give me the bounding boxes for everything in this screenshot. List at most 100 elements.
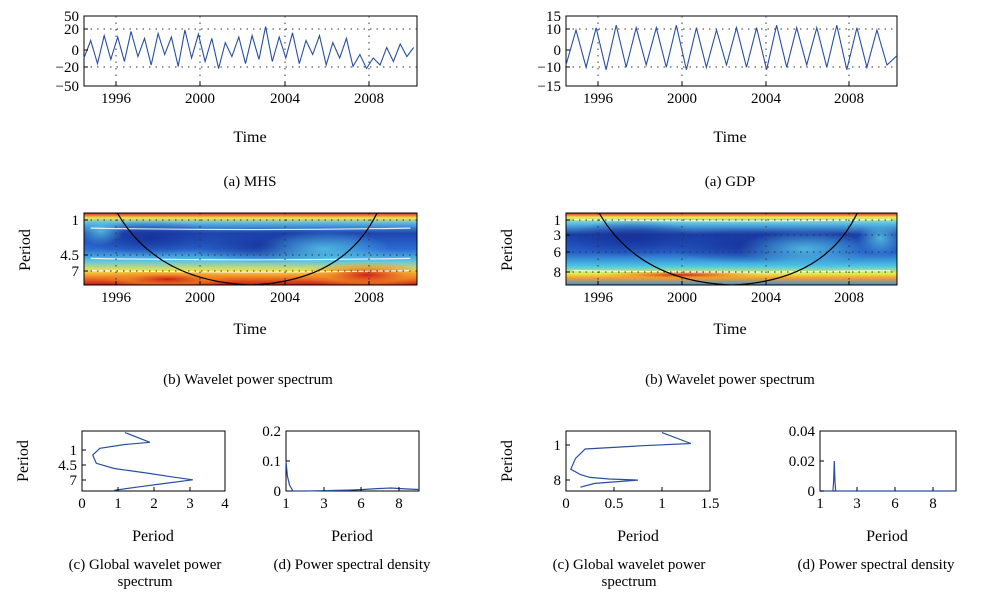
y-axis-label: Period — [499, 229, 516, 271]
heatmap-blob — [100, 270, 234, 285]
x-tick-label: 1996 — [583, 91, 614, 107]
x-axis-label: Period — [617, 528, 659, 545]
y-tick-label: 8 — [554, 265, 562, 281]
x-axis-label: Time — [233, 129, 266, 146]
x-tick-label: 2000 — [185, 290, 215, 306]
significance-contour — [572, 270, 891, 273]
y-tick-label: 0.02 — [789, 454, 815, 470]
x-tick-label: 2008 — [834, 91, 864, 107]
y-tick-label: 0.04 — [789, 424, 816, 440]
x-axis-label: Period — [331, 528, 373, 545]
y-tick-label: 50 — [64, 9, 79, 25]
x-axis-label: Time — [713, 321, 746, 338]
x-tick-label: 1 — [282, 496, 290, 512]
significance-contour — [90, 270, 411, 273]
plot-frame — [83, 212, 418, 286]
y-tick-label: 20 — [64, 22, 79, 38]
x-tick-label: 2000 — [185, 91, 215, 107]
plot-frame — [81, 430, 226, 492]
y-tick-label: 0 — [274, 484, 282, 500]
x-tick-label: 3 — [853, 496, 861, 512]
y-tick-label: 1 — [554, 213, 562, 229]
gdp_wps-panel: 136 8 1996 2000 2004 2008 Time Period (b) Wavele… — [499, 212, 898, 388]
y-tick-label: 0 — [808, 484, 816, 500]
series-line — [285, 460, 420, 492]
heatmap — [84, 213, 417, 285]
x-axis-label: Period — [132, 528, 174, 545]
panel-caption: (b) Wavelet power spectrum — [645, 372, 815, 388]
x-tick-label: 2000 — [667, 91, 697, 107]
heatmap-blob — [84, 216, 124, 246]
x-tick-label: 0.5 — [605, 496, 624, 512]
x-tick-label: 1 — [816, 496, 824, 512]
y-tick-label: 7 — [72, 264, 80, 280]
panel-caption: (b) Wavelet power spectrum — [163, 372, 333, 388]
x-tick-label: 2 — [150, 496, 158, 512]
x-tick-label: 8 — [395, 496, 403, 512]
mhs_psd-panel: 0.2 0.1 01 3 6 8 Period (d) Power spectral dens… — [262, 424, 431, 573]
y-tick-label: −20 — [56, 60, 79, 76]
plot-frame — [565, 212, 898, 286]
series-line — [83, 26, 415, 70]
mhs_wps-panel: 1 4.57 1996 2000 2004 2008 Time Period (b) Wavel… — [17, 212, 418, 388]
y-tick-label: 15 — [546, 9, 561, 25]
y-tick-label: −15 — [538, 79, 561, 95]
x-tick-label: 2004 — [270, 91, 301, 107]
x-tick-label: 2008 — [354, 290, 384, 306]
y-axis-label: Period — [15, 440, 32, 482]
x-tick-label: 2004 — [751, 91, 782, 107]
y-tick-label: −10 — [538, 60, 561, 76]
x-tick-label: 2004 — [751, 290, 782, 306]
series-line — [570, 432, 692, 488]
y-tick-label: 7 — [70, 473, 78, 489]
x-axis-label: Time — [713, 129, 746, 146]
panel-caption: (a) GDP — [705, 174, 755, 190]
x-tick-label: 1996 — [583, 290, 614, 306]
y-tick-label: 4.5 — [58, 458, 77, 474]
y-tick-label: 0 — [72, 43, 80, 59]
y-tick-label: −50 — [56, 79, 79, 95]
x-tick-label: 2004 — [270, 290, 301, 306]
y-tick-label: 0.1 — [262, 454, 281, 470]
plot-frame — [83, 15, 418, 87]
panel-caption: (d) Power spectral density — [797, 557, 955, 573]
x-tick-label: 0 — [562, 496, 570, 512]
panel-caption: (c) Global wavelet power — [553, 557, 706, 573]
x-tick-label: 0 — [78, 496, 86, 512]
y-tick-label: 0 — [554, 43, 562, 59]
series-line — [565, 25, 898, 70]
y-tick-label: 4.5 — [60, 248, 79, 264]
cone-of-influence — [598, 213, 858, 285]
y-tick-label: 1 — [70, 443, 78, 459]
y-tick-label: 6 — [554, 245, 562, 261]
x-tick-label: 1996 — [101, 290, 132, 306]
x-tick-label: 1.5 — [701, 496, 720, 512]
x-tick-label: 4 — [221, 496, 229, 512]
y-tick-label: 0.2 — [262, 424, 281, 440]
x-tick-label: 2008 — [834, 290, 864, 306]
panel-caption: (d) Power spectral density — [273, 557, 431, 573]
gdp_gwps-panel: 1 80 0.5 1 1.5 Period Period (c) Global wavelet… — [499, 430, 720, 590]
series-line — [820, 460, 956, 492]
x-tick-label: 6 — [891, 496, 899, 512]
gdp_psd-panel: 0.04 0.02 01 3 6 8 Period (d) Power spectral de… — [789, 424, 957, 573]
plot-frame — [565, 15, 898, 87]
series-line — [91, 431, 193, 491]
x-axis-label: Time — [233, 321, 266, 338]
heatmap — [566, 213, 897, 285]
plot-frame — [819, 430, 957, 492]
plot-frame — [285, 430, 420, 492]
significance-contour — [90, 227, 411, 231]
x-tick-label: 8 — [929, 496, 937, 512]
heatmap-blob — [300, 261, 417, 285]
heatmap-blob — [257, 231, 391, 267]
y-tick-label: 1 — [554, 438, 562, 454]
y-axis-label: Period — [17, 229, 34, 271]
y-tick-label: 3 — [554, 228, 562, 244]
heatmap-blob — [599, 270, 765, 280]
cone-of-influence — [116, 213, 378, 285]
x-tick-label: 2008 — [354, 91, 384, 107]
